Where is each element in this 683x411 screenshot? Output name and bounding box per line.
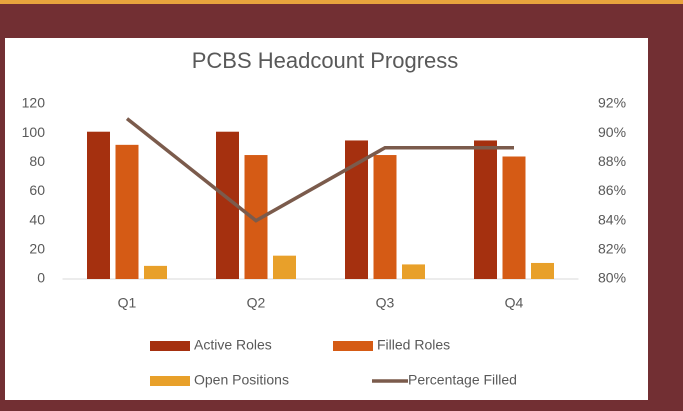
legend-swatch: [150, 376, 190, 386]
bar: [531, 262, 554, 279]
y-tick-label: 100: [22, 124, 46, 140]
y-tick-label: 0: [37, 270, 45, 286]
bar: [345, 140, 368, 279]
y-tick-label: 20: [29, 241, 45, 257]
bar: [87, 131, 110, 279]
x-tick-label: Q2: [247, 295, 266, 311]
y2-tick-label: 86%: [598, 182, 626, 198]
y2-tick-label: 88%: [598, 153, 626, 169]
legend-label: Percentage Filled: [408, 372, 517, 388]
bar: [373, 155, 397, 279]
legend-label: Open Positions: [194, 372, 289, 388]
bar: [115, 144, 139, 279]
x-tick-label: Q3: [376, 295, 395, 311]
y2-tick-label: 92%: [598, 95, 626, 111]
chart-panel: [5, 38, 648, 400]
y-tick-label: 80: [29, 153, 45, 169]
top-stripe: [0, 0, 683, 4]
legend-label: Filled Roles: [377, 337, 450, 353]
bar: [144, 265, 167, 279]
y-tick-label: 120: [22, 95, 46, 111]
y2-tick-label: 82%: [598, 241, 626, 257]
legend-swatch: [333, 341, 373, 351]
bar: [273, 255, 296, 279]
y2-tick-label: 90%: [598, 124, 626, 140]
y2-tick-label: 80%: [598, 270, 626, 286]
x-tick-label: Q1: [118, 295, 137, 311]
y2-tick-label: 84%: [598, 211, 626, 227]
bar: [474, 140, 497, 279]
y-tick-label: 60: [29, 182, 45, 198]
bar: [502, 156, 526, 279]
legend-swatch: [150, 341, 190, 351]
bar: [402, 264, 425, 279]
line: [125, 117, 514, 223]
y-tick-label: 40: [29, 211, 45, 227]
legend-label: Active Roles: [194, 337, 272, 353]
x-tick-label: Q4: [505, 295, 524, 311]
bar: [216, 131, 239, 279]
bar: [244, 155, 268, 279]
chart-title: PCBS Headcount Progress: [192, 48, 459, 73]
